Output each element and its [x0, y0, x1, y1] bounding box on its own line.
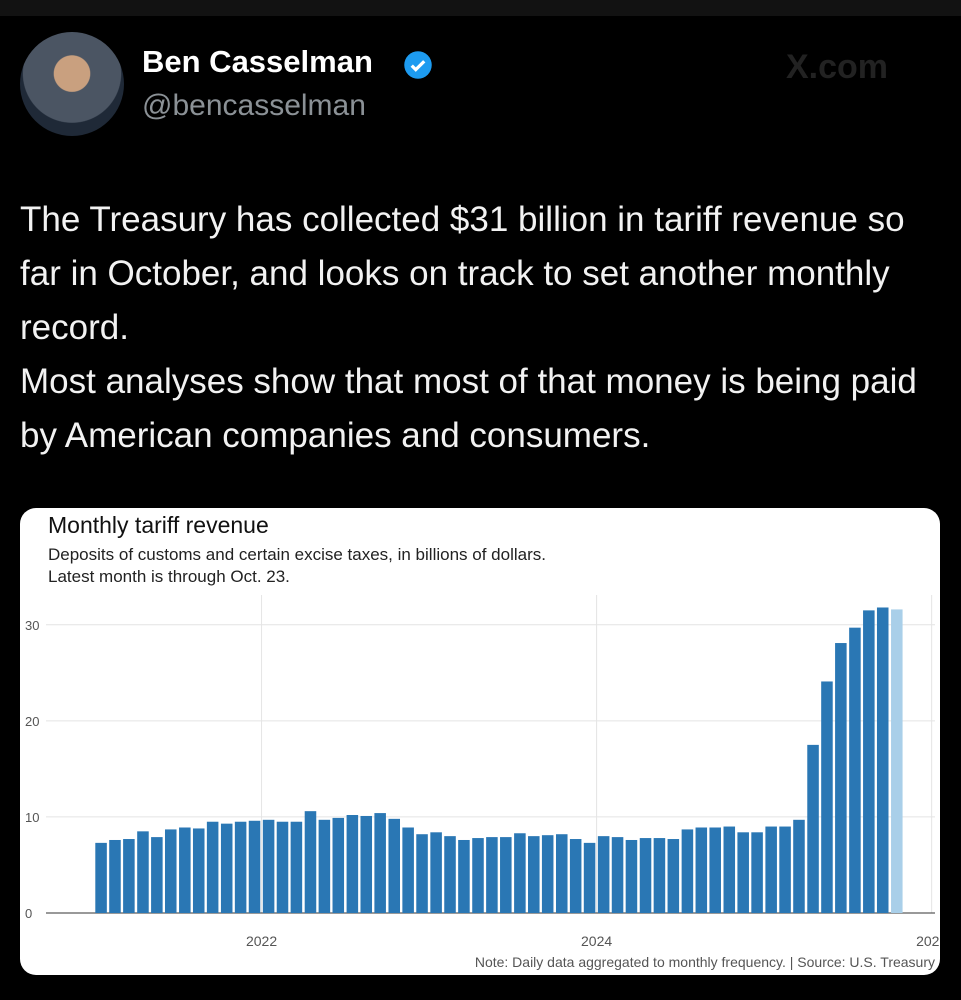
bar: [528, 836, 540, 913]
bar: [667, 839, 680, 913]
bar: [206, 821, 219, 913]
y-tick-label: 10: [25, 810, 39, 825]
chart: Monthly tariff revenue Deposits of custo…: [25, 512, 940, 970]
bar: [779, 826, 791, 913]
bar: [765, 826, 777, 913]
bar: [681, 829, 694, 913]
bar: [444, 836, 456, 913]
bar: [583, 842, 596, 913]
watermark: X.com: [786, 48, 889, 86]
bar: [695, 827, 708, 913]
chart-title: Monthly tariff revenue: [48, 512, 269, 538]
x-tick-label: 2024: [581, 933, 612, 949]
chart-card[interactable]: Monthly tariff revenue Deposits of custo…: [20, 508, 940, 975]
bar: [821, 681, 833, 913]
x-tick-label: 2026: [916, 933, 940, 949]
bar: [793, 819, 805, 913]
bar: [388, 818, 401, 913]
bar: [625, 839, 638, 913]
avatar[interactable]: [20, 32, 124, 136]
bar: [891, 609, 903, 913]
tweet-text: The Treasury has collected $31 billion i…: [20, 193, 935, 463]
verified-badge: [404, 51, 432, 79]
bar: [835, 643, 847, 913]
bar: [374, 813, 386, 913]
bar: [751, 832, 763, 913]
bar: [95, 842, 107, 913]
bar: [723, 826, 736, 913]
bar: [276, 821, 289, 913]
x-tick-label: 2022: [246, 933, 277, 949]
bar: [709, 827, 721, 913]
bar: [220, 823, 233, 913]
status-bar: [0, 0, 961, 16]
author-name[interactable]: Ben Casselman: [142, 44, 373, 79]
bar: [597, 836, 610, 913]
bar: [290, 821, 303, 913]
chart-note: Note: Daily data aggregated to monthly f…: [475, 954, 935, 970]
bar: [137, 831, 149, 913]
paragraph: The Treasury has collected $31 billion i…: [20, 200, 905, 347]
bar: [234, 821, 247, 913]
bar: [849, 627, 861, 913]
bar: [555, 834, 568, 913]
bar: [262, 819, 275, 913]
bar: [416, 834, 428, 913]
bar: [472, 838, 484, 913]
bar: [639, 838, 652, 913]
bar: [402, 827, 414, 913]
bar: [876, 607, 889, 913]
bar: [192, 828, 205, 913]
bar: [541, 835, 554, 913]
bar: [360, 815, 373, 913]
bar: [304, 811, 317, 913]
bar: [863, 610, 875, 913]
bar: [486, 837, 498, 913]
y-tick-label: 0: [25, 906, 32, 921]
bar: [430, 832, 442, 913]
bar: [611, 837, 624, 913]
handle[interactable]: @bencasselman: [142, 89, 366, 122]
paragraph: Most analyses show that most of that mon…: [20, 362, 917, 455]
bar: [653, 838, 666, 913]
bar: [318, 819, 331, 913]
bar: [569, 839, 582, 913]
y-tick-label: 30: [25, 618, 39, 633]
bar: [514, 833, 526, 913]
bar: [807, 744, 819, 913]
bar: [123, 839, 135, 913]
bar: [332, 817, 345, 913]
bar: [737, 832, 749, 913]
chart-subtitle: Deposits of customs and certain excise t…: [48, 545, 546, 564]
bar: [179, 827, 191, 913]
y-tick-label: 20: [25, 714, 39, 729]
bar: [164, 829, 177, 913]
bar: [109, 839, 121, 913]
bar: [248, 820, 261, 913]
bar: [346, 815, 359, 913]
bar: [500, 837, 512, 913]
chart-subtitle: Latest month is through Oct. 23.: [48, 567, 290, 586]
bar: [151, 837, 163, 913]
bar: [458, 839, 470, 913]
